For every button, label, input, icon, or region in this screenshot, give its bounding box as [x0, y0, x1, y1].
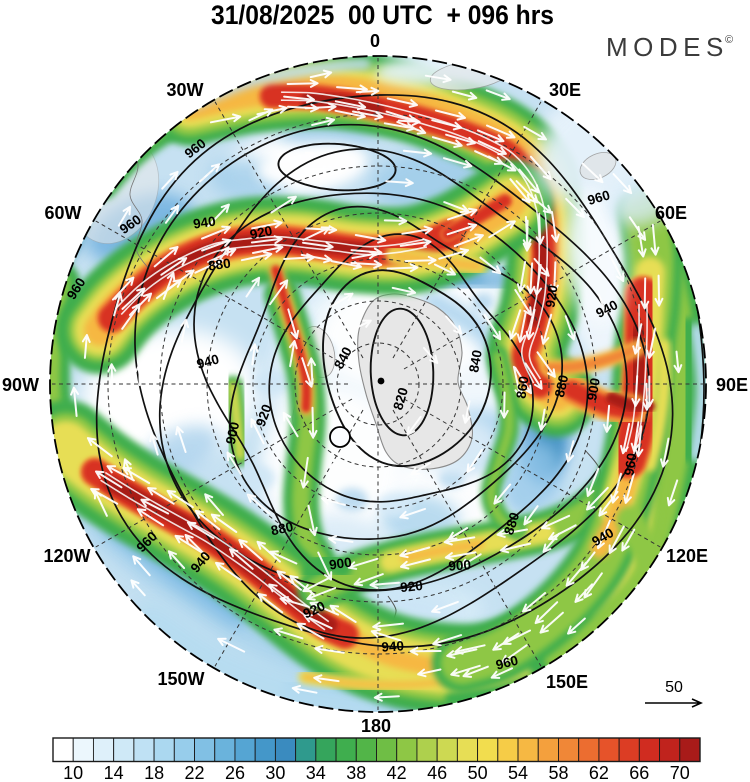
svg-text:180: 180 [361, 716, 391, 736]
svg-text:900: 900 [448, 557, 472, 574]
svg-text:120E: 120E [666, 546, 708, 566]
svg-text:38: 38 [346, 763, 366, 782]
svg-text:900: 900 [223, 420, 242, 445]
svg-text:30W: 30W [166, 80, 203, 100]
svg-text:©: © [725, 34, 733, 46]
svg-text:26: 26 [225, 763, 245, 782]
svg-text:920: 920 [253, 402, 275, 428]
svg-text:30: 30 [265, 763, 285, 782]
svg-text:60W: 60W [44, 203, 81, 223]
svg-text:90W: 90W [2, 375, 39, 395]
svg-text:50: 50 [468, 763, 488, 782]
svg-text:960: 960 [586, 187, 612, 208]
svg-text:50: 50 [665, 679, 683, 696]
svg-text:54: 54 [508, 763, 528, 782]
svg-text:62: 62 [589, 763, 609, 782]
svg-text:31/08/2025 00 UTC + 096 hrs: 31/08/2025 00 UTC + 096 hrs [211, 0, 554, 30]
svg-text:860: 860 [514, 375, 532, 399]
svg-text:960: 960 [494, 653, 519, 673]
svg-text:960: 960 [622, 452, 640, 476]
svg-text:920: 920 [400, 578, 424, 595]
svg-text:66: 66 [629, 763, 649, 782]
svg-text:70: 70 [670, 763, 690, 782]
svg-text:880: 880 [207, 256, 231, 274]
svg-text:880: 880 [269, 519, 294, 538]
svg-text:34: 34 [306, 763, 326, 782]
svg-text:900: 900 [328, 555, 352, 573]
svg-text:880: 880 [552, 373, 571, 398]
svg-text:150W: 150W [157, 669, 204, 689]
svg-text:900: 900 [584, 377, 603, 402]
svg-text:MODES: MODES [606, 32, 729, 62]
svg-text:58: 58 [548, 763, 568, 782]
svg-text:42: 42 [387, 763, 407, 782]
svg-text:14: 14 [104, 763, 124, 782]
svg-text:22: 22 [184, 763, 204, 782]
svg-text:880: 880 [501, 511, 522, 537]
svg-text:940: 940 [192, 214, 216, 232]
svg-text:840: 840 [466, 349, 485, 374]
svg-text:0: 0 [370, 31, 380, 51]
svg-text:30E: 30E [549, 80, 581, 100]
svg-text:120W: 120W [43, 546, 90, 566]
svg-text:150E: 150E [546, 672, 588, 692]
svg-text:920: 920 [248, 223, 273, 242]
svg-text:46: 46 [427, 763, 447, 782]
svg-text:18: 18 [144, 763, 164, 782]
svg-text:10: 10 [63, 763, 83, 782]
svg-text:920: 920 [543, 284, 561, 308]
svg-text:820: 820 [390, 386, 411, 412]
svg-text:60E: 60E [655, 203, 687, 223]
svg-text:940: 940 [195, 351, 221, 371]
svg-text:940: 940 [381, 638, 405, 655]
svg-text:90E: 90E [716, 375, 748, 395]
